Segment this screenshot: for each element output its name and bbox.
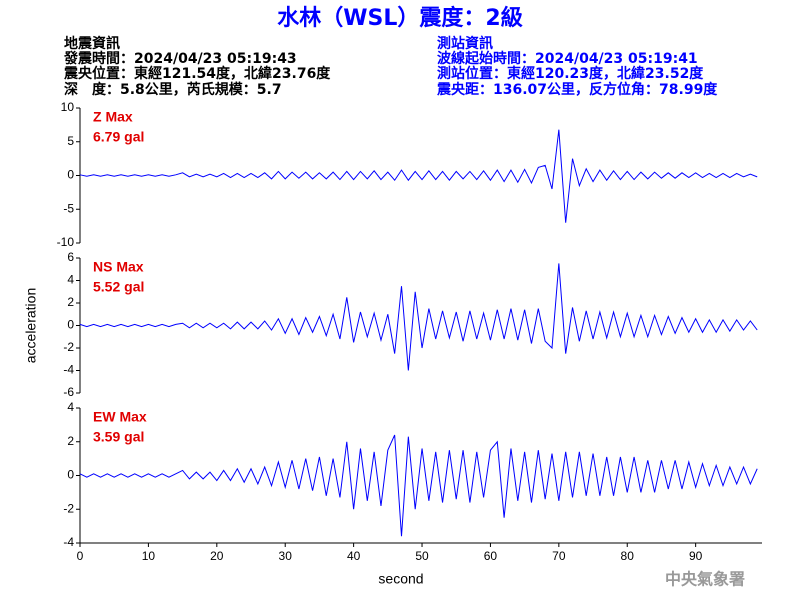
x-tick-label: 50: [415, 549, 429, 563]
info-line: 震央距：136.07公里，反方位角：78.99度: [436, 81, 718, 98]
waveform: [79, 434, 758, 537]
footer: 中央氣象署: [665, 570, 745, 589]
max-label: EW Max: [93, 409, 147, 425]
x-tick-label: 40: [347, 549, 361, 563]
event-info: 地震資訊 發震時間：2024/04/23 05:19:43 震央位置：東經121…: [63, 35, 331, 98]
y-tick-label: 2: [67, 434, 74, 448]
y-tick-label: 4: [67, 400, 74, 414]
y-tick-label: 2: [67, 295, 74, 309]
y-tick-label: -4: [63, 535, 74, 549]
info-line: 波線起始時間：2024/04/23 05:19:41: [437, 50, 698, 67]
x-tick-label: 70: [552, 549, 566, 563]
x-tick-label: 60: [484, 549, 498, 563]
y-tick-label: 10: [61, 100, 75, 114]
x-tick-label: 20: [210, 549, 224, 563]
info-line: 發震時間：2024/04/23 05:19:43: [63, 50, 297, 67]
y-tick-label: 0: [67, 168, 74, 182]
x-tick-label: 80: [621, 549, 635, 563]
info-line: 測站資訊: [437, 35, 493, 52]
waveform: [79, 263, 758, 371]
y-tick-label: 4: [67, 273, 74, 287]
x-tick-label: 10: [142, 549, 156, 563]
y-tick-label: 0: [67, 468, 74, 482]
title: 水林（WSL）震度：2級: [277, 5, 522, 31]
y-tick-label: -4: [63, 363, 74, 377]
y-tick-label: -6: [63, 385, 74, 399]
info-line: 測站位置：東經120.23度，北緯23.52度: [437, 65, 704, 82]
max-value: 6.79 gal: [93, 129, 144, 145]
max-label: Z Max: [93, 109, 133, 125]
info-line: 深 度：5.8公里，芮氏規模：5.7: [64, 81, 282, 98]
y-tick-label: -2: [63, 340, 74, 354]
x-tick-label: 90: [689, 549, 703, 563]
y-tick-label: -2: [63, 501, 74, 515]
y-tick-label: 0: [67, 318, 74, 332]
y-tick-label: -10: [57, 235, 75, 249]
x-tick-label: 0: [77, 549, 84, 563]
y-tick-label: -5: [63, 201, 74, 215]
max-value: 5.52 gal: [93, 279, 144, 295]
station-info: 測站資訊 波線起始時間：2024/04/23 05:19:41 測站位置：東經1…: [436, 35, 718, 98]
max-value: 3.59 gal: [93, 429, 144, 445]
info-line: 地震資訊: [64, 35, 120, 52]
x-tick-label: 30: [279, 549, 293, 563]
y-tick-label: 6: [67, 250, 74, 264]
waveform: [79, 129, 758, 223]
max-label: NS Max: [93, 259, 144, 275]
y-axis-label: acceleration: [23, 288, 39, 364]
info-line: 震央位置：東經121.54度，北緯23.76度: [63, 65, 331, 82]
x-axis-label: second: [378, 571, 423, 587]
y-tick-label: 5: [67, 134, 74, 148]
